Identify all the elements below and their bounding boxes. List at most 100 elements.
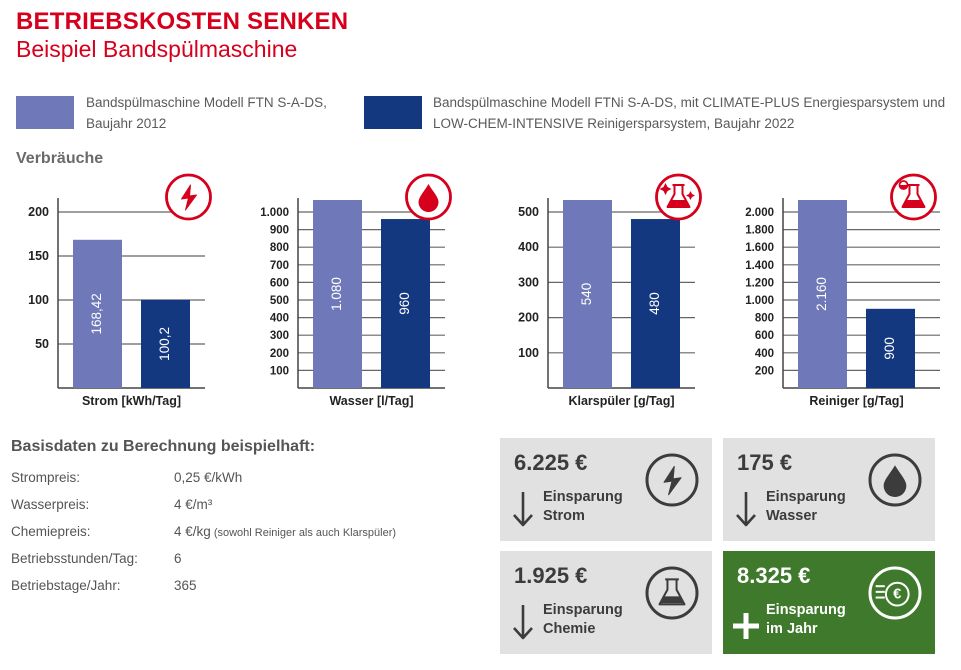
lightning-icon — [165, 173, 212, 221]
y-tick-label: 200 — [270, 348, 289, 360]
savings-box: 1.925 € Einsparung Chemie — [500, 551, 712, 654]
legend-swatch-new — [364, 96, 422, 129]
chemical-flask-icon — [890, 173, 937, 221]
bar-value-label: 960 — [397, 292, 412, 315]
arrow-down-icon — [513, 492, 533, 527]
savings-box: 6.225 € Einsparung Strom — [500, 438, 712, 541]
y-tick-label: 1.000 — [260, 207, 289, 219]
basis-row-label: Strompreis: — [11, 470, 81, 485]
arrow-down-icon — [513, 605, 533, 640]
y-tick-label: 600 — [755, 330, 774, 342]
bar-value-label: 900 — [882, 337, 897, 360]
page-title: BETRIEBSKOSTEN SENKEN — [16, 8, 349, 35]
x-axis-label: Strom [kWh/Tag] — [82, 394, 181, 408]
savings-amount: 8.325 € — [737, 563, 811, 588]
y-tick-label: 50 — [35, 337, 49, 351]
y-tick-label: 400 — [270, 313, 289, 325]
savings-amount: 6.225 € — [514, 450, 588, 475]
page-subtitle: Beispiel Bandspülmaschine — [16, 36, 298, 62]
y-tick-label: 700 — [270, 260, 289, 272]
arrow-down-icon — [736, 492, 756, 527]
water-drop-icon — [868, 453, 922, 507]
chart-svg: 50 100 150 200 168,42 100,2 Strom [kWh/Tag] — [28, 173, 212, 408]
chart-svg: 100 200 300 400 500 600 700 800 900 1.000 1.080 960… — [260, 173, 452, 408]
y-tick-label: 400 — [755, 348, 774, 360]
chart-svg: 100 200 300 400 500 540 480 Klarspüler [g/Tag] — [518, 173, 702, 408]
y-tick-label: 150 — [28, 249, 49, 263]
flask-icon — [645, 566, 699, 620]
bar-new — [381, 219, 430, 388]
savings-label: Einsparung Chemie — [543, 601, 623, 639]
y-tick-label: 800 — [755, 313, 774, 325]
savings-icon — [645, 453, 699, 507]
lightning-icon — [645, 453, 699, 507]
bar-new — [866, 308, 915, 388]
savings-label-line2: Strom — [543, 508, 585, 524]
y-tick-label: 1.400 — [745, 260, 774, 272]
basis-row-value: 4 €/kg (sowohl Reiniger als auch Klarspü… — [174, 524, 396, 539]
savings-label: Einsparung Wasser — [766, 488, 846, 526]
savings-label-line1: Einsparung — [543, 602, 623, 618]
basis-title: Basisdaten zu Berechnung beispielhaft: — [11, 438, 316, 455]
savings-amount: 1.925 € — [514, 563, 588, 588]
y-tick-label: 100 — [518, 346, 539, 360]
y-tick-label: 1.200 — [745, 277, 774, 289]
legend-swatch-old — [16, 96, 74, 129]
savings-icon — [868, 453, 922, 507]
bar-old — [563, 200, 612, 388]
x-axis-label: Klarspüler [g/Tag] — [568, 394, 674, 408]
section-title: Verbräuche — [16, 150, 104, 167]
bar-value-label: 2.160 — [814, 277, 829, 311]
x-axis-label: Reiniger [g/Tag] — [809, 394, 903, 408]
bar-value-label: 168,42 — [89, 293, 104, 334]
bar-value-label: 100,2 — [157, 327, 172, 361]
basis-row-value: 6 — [174, 551, 182, 566]
savings-label-line1: Einsparung — [766, 602, 846, 618]
bar-value-label: 480 — [647, 292, 662, 315]
basis-value-text: 4 €/kg — [174, 524, 211, 539]
basis-row-value: 365 — [174, 578, 197, 593]
y-tick-label: 1.000 — [745, 295, 774, 307]
basis-value-text: 365 — [174, 578, 197, 593]
y-tick-label: 600 — [270, 277, 289, 289]
savings-label: Einsparung Strom — [543, 488, 623, 526]
bar-old — [798, 200, 847, 388]
basis-row-label: Betriebstage/Jahr: — [11, 578, 121, 593]
savings-box: 8.325 € Einsparung im Jahr € — [723, 551, 935, 654]
basis-row-value: 4 €/m³ — [174, 497, 212, 512]
y-tick-label: 300 — [270, 330, 289, 342]
y-tick-label: 500 — [518, 205, 539, 219]
y-tick-label: 1.600 — [745, 242, 774, 254]
plus-icon — [733, 613, 759, 639]
basis-note: (sowohl Reiniger als auch Klarspüler) — [210, 527, 397, 539]
basis-row-label: Chemiepreis: — [11, 524, 91, 539]
basis-value-text: 4 €/m³ — [174, 497, 213, 512]
chart-strom: 50 100 150 200 168,42 100,2 Strom [kWh/Tag] — [10, 170, 215, 415]
water-drop-icon — [405, 173, 452, 221]
coins-euro-icon: € — [868, 566, 922, 620]
y-tick-label: 1.800 — [745, 225, 774, 237]
savings-label-line2: Chemie — [543, 621, 596, 637]
bar-value-label: 1.080 — [329, 277, 344, 311]
bar-value-label: 540 — [579, 283, 594, 306]
savings-label-line2: Wasser — [766, 508, 818, 524]
chart-reiniger: 200 400 600 800 1.000 1.200 1.400 1.600 1.800 2.0… — [735, 170, 950, 415]
bar-old — [73, 239, 122, 388]
basis-row-label: Wasserpreis: — [11, 497, 90, 512]
basis-value-text: 0,25 €/kWh — [174, 470, 243, 485]
savings-label-line1: Einsparung — [766, 489, 846, 505]
savings-box: 175 € Einsparung Wasser — [723, 438, 935, 541]
svg-text:€: € — [893, 587, 901, 603]
legend-label-new: Bandspülmaschine Modell FTNi S-A-DS, mit… — [433, 95, 946, 131]
y-tick-label: 900 — [270, 225, 289, 237]
basis-value-text: 6 — [174, 551, 182, 566]
y-tick-label: 2.000 — [745, 207, 774, 219]
bar-new — [141, 299, 190, 388]
savings-icon — [645, 566, 699, 620]
y-tick-label: 200 — [28, 205, 49, 219]
chart-klarspueler: 100 200 300 400 500 540 480 Klarspüler [g/Tag] — [500, 170, 705, 415]
chart-wasser: 100 200 300 400 500 600 700 800 900 1.000 1.080 960… — [250, 170, 455, 415]
savings-amount: 175 € — [737, 450, 793, 475]
savings-label: Einsparung im Jahr — [766, 601, 846, 639]
y-tick-label: 800 — [270, 242, 289, 254]
